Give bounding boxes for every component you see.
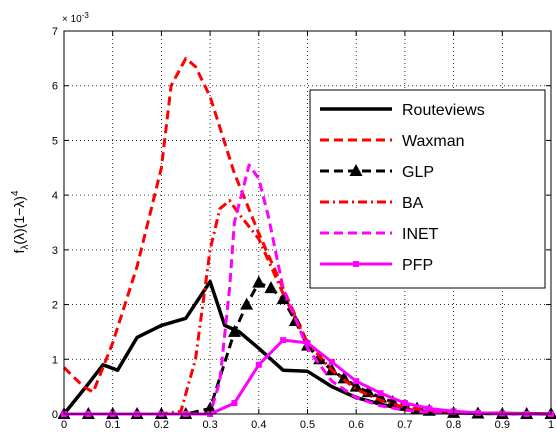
y-tick-label: 0 bbox=[52, 409, 58, 421]
data-point-pfp bbox=[353, 378, 360, 385]
legend-item-routeviews: Routeviews bbox=[320, 102, 485, 119]
legend-item-glp: GLP bbox=[320, 164, 434, 181]
legend: Routeviews Waxman GLP BA INET PFP bbox=[309, 89, 546, 289]
axis-ticks: 0 0.1 0.2 0.3 0.4 0.5 0.6 0.7 0.8 0.9 1 0 1 2 3 4 5 6 7 bbox=[52, 26, 554, 431]
x-tick-label: 0.8 bbox=[446, 419, 461, 431]
data-point-pfp bbox=[474, 409, 481, 416]
legend-item-ba: BA bbox=[320, 195, 424, 212]
x-tick-label: 0.5 bbox=[300, 419, 315, 431]
x-tick-label: 0.7 bbox=[397, 419, 412, 431]
y-tick-label: 6 bbox=[52, 81, 58, 93]
data-point-pfp bbox=[280, 337, 287, 344]
data-point-glp bbox=[240, 297, 254, 310]
data-point-pfp bbox=[377, 390, 384, 397]
y-multiplier-label: × 10-3 bbox=[62, 11, 89, 25]
data-point-glp bbox=[203, 401, 217, 414]
data-point-glp bbox=[276, 292, 290, 305]
x-tick-label: 0.4 bbox=[251, 419, 266, 431]
legend-label: Waxman bbox=[402, 133, 465, 150]
data-point-glp bbox=[252, 275, 266, 288]
legend-item-pfp: PFP bbox=[320, 257, 433, 274]
legend-label: PFP bbox=[402, 257, 433, 274]
legend-label: INET bbox=[402, 226, 439, 243]
legend-box bbox=[309, 89, 546, 289]
x-tick-label: 0.6 bbox=[349, 419, 364, 431]
y-tick-label: 7 bbox=[52, 26, 58, 38]
x-tick-label: 0.9 bbox=[495, 419, 510, 431]
data-point-pfp bbox=[401, 400, 408, 407]
legend-marker bbox=[353, 261, 359, 267]
y-tick-label: 2 bbox=[52, 300, 58, 312]
legend-label: GLP bbox=[402, 164, 434, 181]
y-tick-label: 5 bbox=[52, 135, 58, 147]
y-tick-label: 1 bbox=[52, 354, 58, 366]
data-point-pfp bbox=[426, 405, 433, 412]
x-tick-label: 0 bbox=[61, 419, 67, 431]
legend-item-inet: INET bbox=[320, 226, 439, 243]
series-line-inet bbox=[64, 163, 552, 416]
y-axis-label: fλ(λ)(1−λ)4 bbox=[10, 190, 31, 254]
data-point-glp bbox=[264, 281, 278, 294]
x-tick-label: 0.2 bbox=[154, 419, 169, 431]
series-inet bbox=[64, 163, 552, 416]
x-tick-label: 0.3 bbox=[202, 419, 217, 431]
legend-item-waxman: Waxman bbox=[320, 133, 465, 150]
x-tick-label: 1 bbox=[548, 419, 554, 431]
y-tick-label: 4 bbox=[52, 190, 58, 202]
legend-label: Routeviews bbox=[402, 102, 485, 119]
data-point-pfp bbox=[231, 400, 238, 407]
data-point-pfp bbox=[255, 361, 262, 368]
data-point-pfp bbox=[328, 359, 335, 366]
x-tick-label: 0.1 bbox=[105, 419, 120, 431]
legend-marker bbox=[349, 164, 363, 176]
data-point-glp bbox=[337, 371, 351, 384]
legend-label: BA bbox=[402, 195, 424, 212]
data-point-pfp bbox=[304, 339, 311, 346]
y-tick-label: 3 bbox=[52, 245, 58, 257]
data-point-glp bbox=[227, 324, 241, 337]
